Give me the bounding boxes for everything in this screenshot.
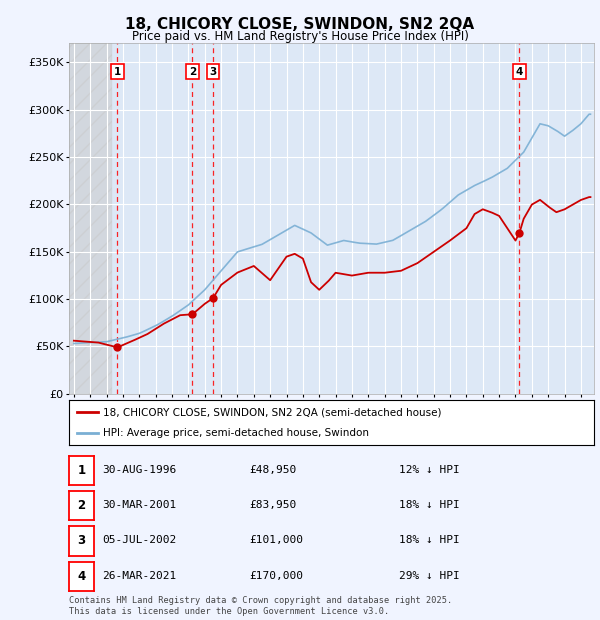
Text: £83,950: £83,950 bbox=[249, 500, 296, 510]
Text: 2: 2 bbox=[77, 499, 86, 512]
Text: Price paid vs. HM Land Registry's House Price Index (HPI): Price paid vs. HM Land Registry's House … bbox=[131, 30, 469, 43]
Text: 18, CHICORY CLOSE, SWINDON, SN2 2QA: 18, CHICORY CLOSE, SWINDON, SN2 2QA bbox=[125, 17, 475, 32]
Text: HPI: Average price, semi-detached house, Swindon: HPI: Average price, semi-detached house,… bbox=[103, 428, 369, 438]
Text: 18, CHICORY CLOSE, SWINDON, SN2 2QA (semi-detached house): 18, CHICORY CLOSE, SWINDON, SN2 2QA (sem… bbox=[103, 407, 442, 417]
Text: 29% ↓ HPI: 29% ↓ HPI bbox=[399, 570, 460, 581]
Text: 30-AUG-1996: 30-AUG-1996 bbox=[102, 464, 176, 475]
Text: £101,000: £101,000 bbox=[249, 535, 303, 546]
Text: 12% ↓ HPI: 12% ↓ HPI bbox=[399, 464, 460, 475]
Text: 4: 4 bbox=[77, 570, 86, 583]
Text: 3: 3 bbox=[77, 534, 86, 547]
Text: 4: 4 bbox=[516, 67, 523, 77]
Bar bbox=[69, 43, 112, 394]
Text: Contains HM Land Registry data © Crown copyright and database right 2025.
This d: Contains HM Land Registry data © Crown c… bbox=[69, 596, 452, 616]
Text: 3: 3 bbox=[209, 67, 217, 77]
Text: 1: 1 bbox=[114, 67, 121, 77]
Text: 26-MAR-2021: 26-MAR-2021 bbox=[102, 570, 176, 581]
Text: 18% ↓ HPI: 18% ↓ HPI bbox=[399, 500, 460, 510]
Text: 18% ↓ HPI: 18% ↓ HPI bbox=[399, 535, 460, 546]
Text: £170,000: £170,000 bbox=[249, 570, 303, 581]
Text: 05-JUL-2002: 05-JUL-2002 bbox=[102, 535, 176, 546]
Text: 1: 1 bbox=[77, 464, 86, 477]
Text: 2: 2 bbox=[189, 67, 196, 77]
Text: 30-MAR-2001: 30-MAR-2001 bbox=[102, 500, 176, 510]
Text: £48,950: £48,950 bbox=[249, 464, 296, 475]
